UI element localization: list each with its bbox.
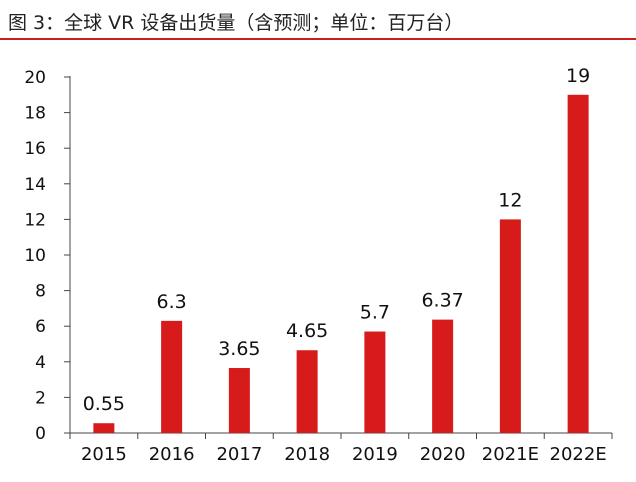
title-underline xyxy=(0,38,636,40)
category-label-2019: 2019 xyxy=(352,444,398,465)
bar-2020 xyxy=(432,319,454,433)
y-tick-label: 20 xyxy=(24,68,46,88)
x-axis xyxy=(69,432,613,439)
y-tick-label: 0 xyxy=(35,424,46,444)
bar-2017 xyxy=(228,368,250,433)
y-tick-label: 10 xyxy=(24,246,46,266)
y-tick-label: 8 xyxy=(35,282,46,302)
category-label-2016: 2016 xyxy=(149,444,195,465)
bar-2018 xyxy=(296,350,318,433)
category-label-2022E: 2022E xyxy=(550,444,607,465)
bar-2019 xyxy=(364,331,386,433)
y-tick-label: 18 xyxy=(24,104,46,124)
y-tick-label: 16 xyxy=(24,139,46,159)
chart-title: 图 3：全球 VR 设备出货量（含预测；单位：百万台） xyxy=(8,12,464,34)
y-tick-label: 2 xyxy=(35,388,46,408)
value-labels: 0.55 6.3 3.65 4.65 5.7 6.37 12 19 xyxy=(83,65,591,415)
chart-header: 图 3：全球 VR 设备出货量（含预测；单位：百万台） xyxy=(0,0,636,40)
value-label-2022E: 19 xyxy=(566,65,590,87)
value-label-2017: 3.65 xyxy=(218,338,260,360)
value-label-2015: 0.55 xyxy=(83,393,125,415)
bar-2016 xyxy=(161,320,183,433)
category-label-2021E: 2021E xyxy=(482,444,539,465)
y-tick-label: 12 xyxy=(24,210,46,230)
bar-2021E xyxy=(499,219,521,433)
category-label-2017: 2017 xyxy=(216,444,262,465)
y-tick-label: 4 xyxy=(35,353,46,373)
value-label-2016: 6.3 xyxy=(157,291,187,313)
value-label-2021E: 12 xyxy=(498,189,522,211)
y-axis: 0 2 4 6 8 10 12 14 16 18 20 xyxy=(24,68,71,444)
category-label-2020: 2020 xyxy=(420,444,466,465)
category-label-2018: 2018 xyxy=(284,444,330,465)
y-tick-label: 14 xyxy=(24,175,46,195)
value-label-2020: 6.37 xyxy=(421,290,463,312)
bars xyxy=(93,94,589,434)
y-tick-label: 6 xyxy=(35,317,46,337)
value-label-2018: 4.65 xyxy=(286,320,328,342)
bar-2022E xyxy=(567,94,589,434)
category-label-2015: 2015 xyxy=(81,444,127,465)
value-label-2019: 5.7 xyxy=(360,302,390,324)
category-labels: 2015 2016 2017 2018 2019 2020 2021E 2022E xyxy=(81,444,607,465)
bar-2015 xyxy=(93,423,115,433)
